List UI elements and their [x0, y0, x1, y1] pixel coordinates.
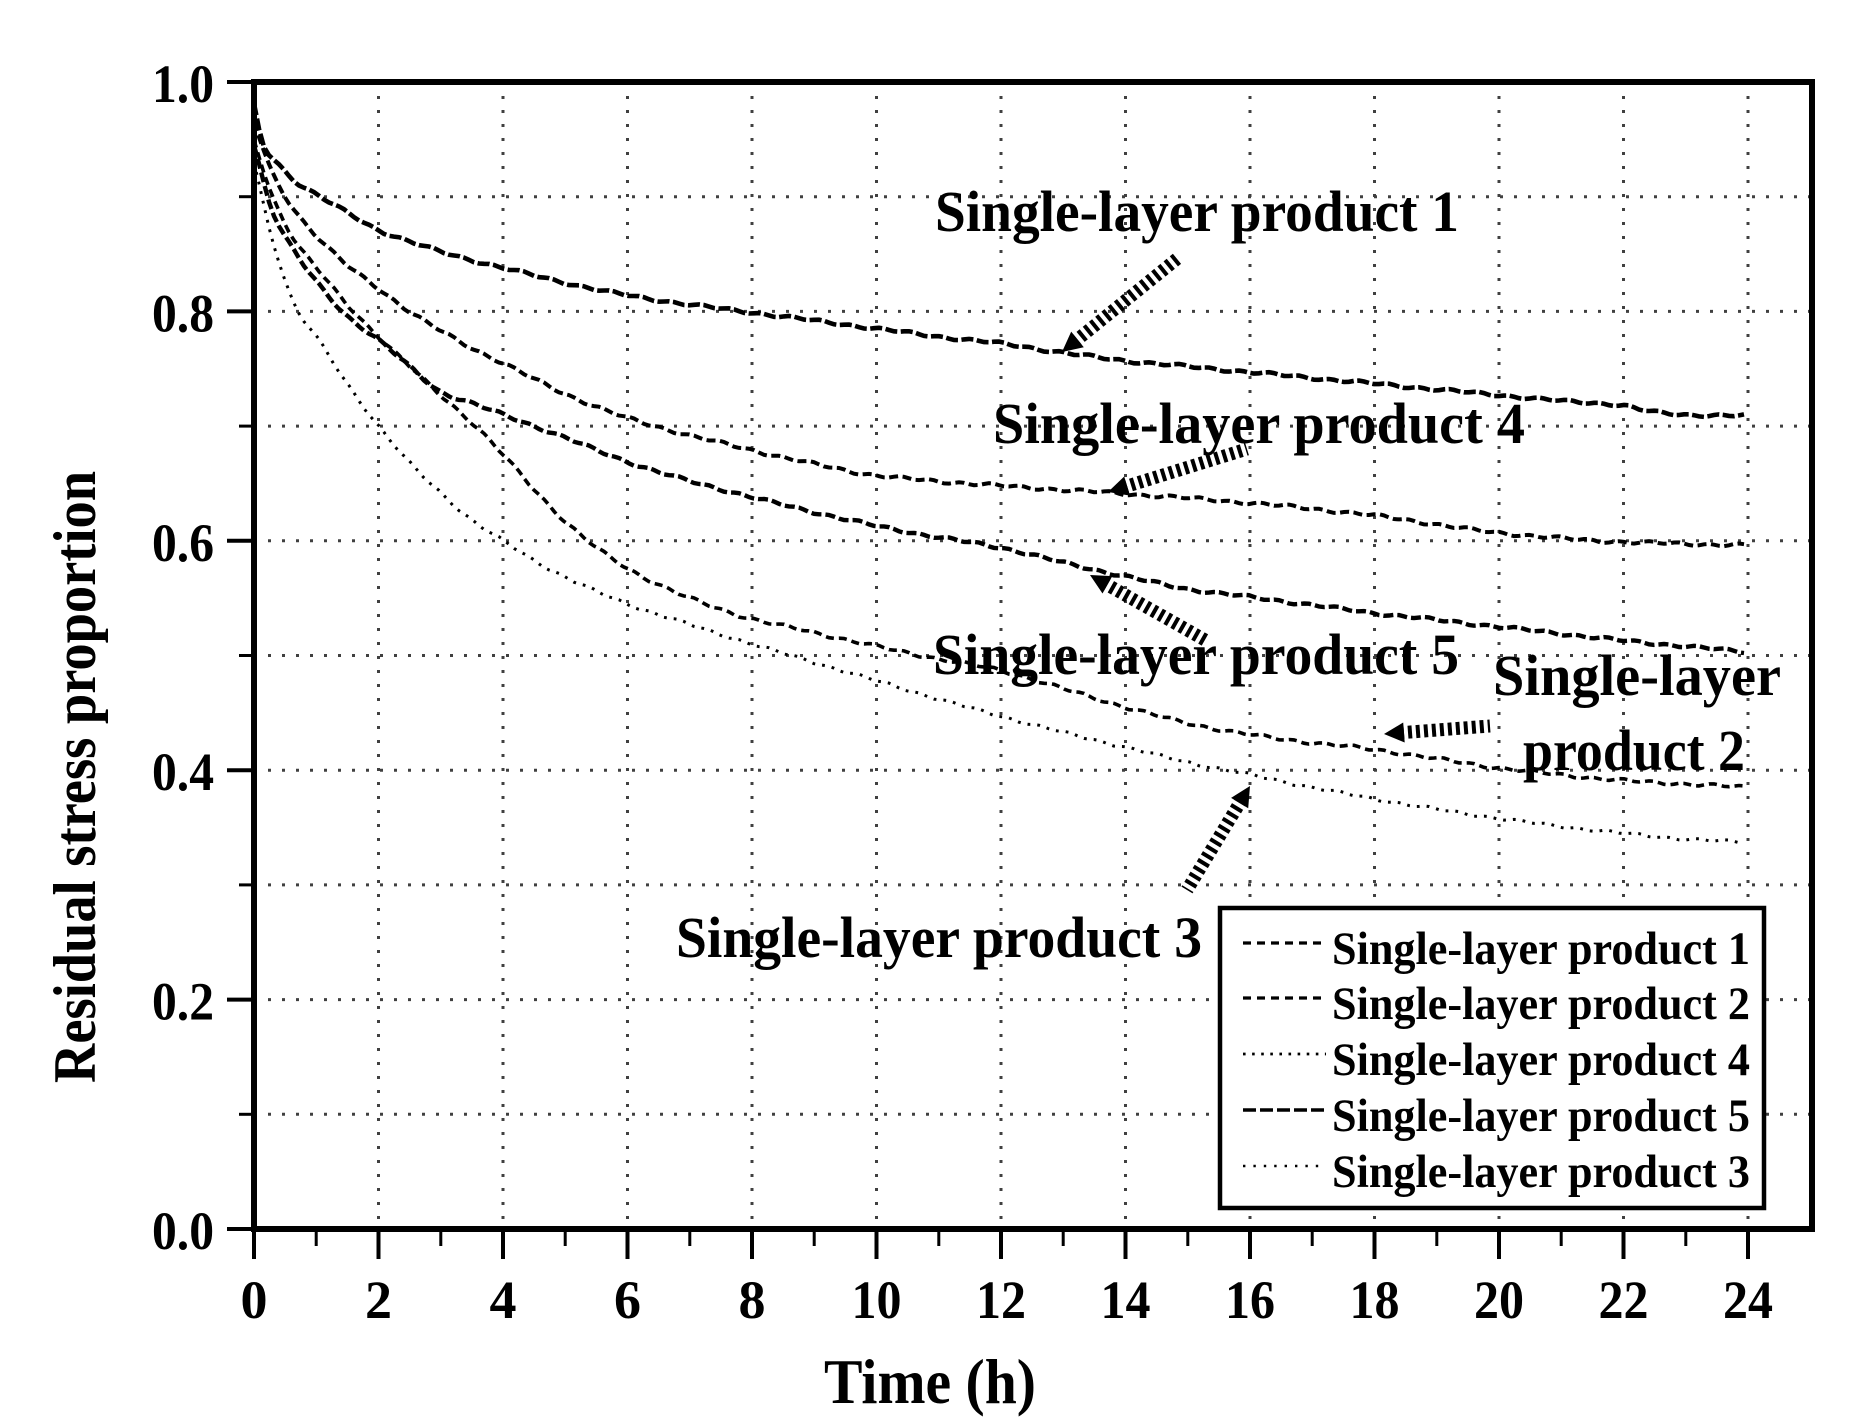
- svg-text:Single-layer product 1: Single-layer product 1: [1332, 923, 1750, 975]
- svg-text:0.4: 0.4: [152, 742, 214, 802]
- svg-text:8: 8: [739, 1270, 766, 1330]
- svg-text:Single-layer: Single-layer: [1493, 643, 1781, 708]
- svg-text:10: 10: [852, 1270, 902, 1330]
- svg-text:12: 12: [976, 1270, 1026, 1330]
- svg-text:Single-layer product 5: Single-layer product 5: [1332, 1090, 1750, 1142]
- svg-text:20: 20: [1474, 1270, 1524, 1330]
- svg-text:0: 0: [241, 1270, 268, 1330]
- svg-text:22: 22: [1599, 1270, 1649, 1330]
- svg-text:2: 2: [365, 1270, 392, 1330]
- svg-text:Single-layer product 3: Single-layer product 3: [676, 905, 1202, 970]
- svg-text:0.0: 0.0: [152, 1201, 214, 1261]
- svg-text:0.6: 0.6: [152, 513, 214, 573]
- svg-text:product 2: product 2: [1523, 718, 1745, 783]
- svg-text:18: 18: [1350, 1270, 1400, 1330]
- svg-text:Single-layer product 3: Single-layer product 3: [1332, 1146, 1750, 1198]
- svg-text:0.8: 0.8: [152, 283, 214, 343]
- svg-text:Single-layer product 1: Single-layer product 1: [935, 179, 1459, 244]
- svg-text:6: 6: [614, 1270, 641, 1330]
- svg-text:Single-layer product 4: Single-layer product 4: [993, 391, 1525, 456]
- svg-text:24: 24: [1723, 1270, 1773, 1330]
- svg-text:14: 14: [1101, 1270, 1151, 1330]
- svg-text:0.2: 0.2: [152, 972, 214, 1032]
- svg-text:Residual stress proportion: Residual stress proportion: [42, 471, 108, 1083]
- svg-text:16: 16: [1225, 1270, 1275, 1330]
- svg-text:4: 4: [490, 1270, 517, 1330]
- svg-text:1.0: 1.0: [152, 54, 214, 114]
- svg-text:Time (h): Time (h): [824, 1346, 1036, 1417]
- svg-text:Single-layer product 4: Single-layer product 4: [1332, 1034, 1750, 1086]
- svg-text:Single-layer product 2: Single-layer product 2: [1332, 978, 1750, 1030]
